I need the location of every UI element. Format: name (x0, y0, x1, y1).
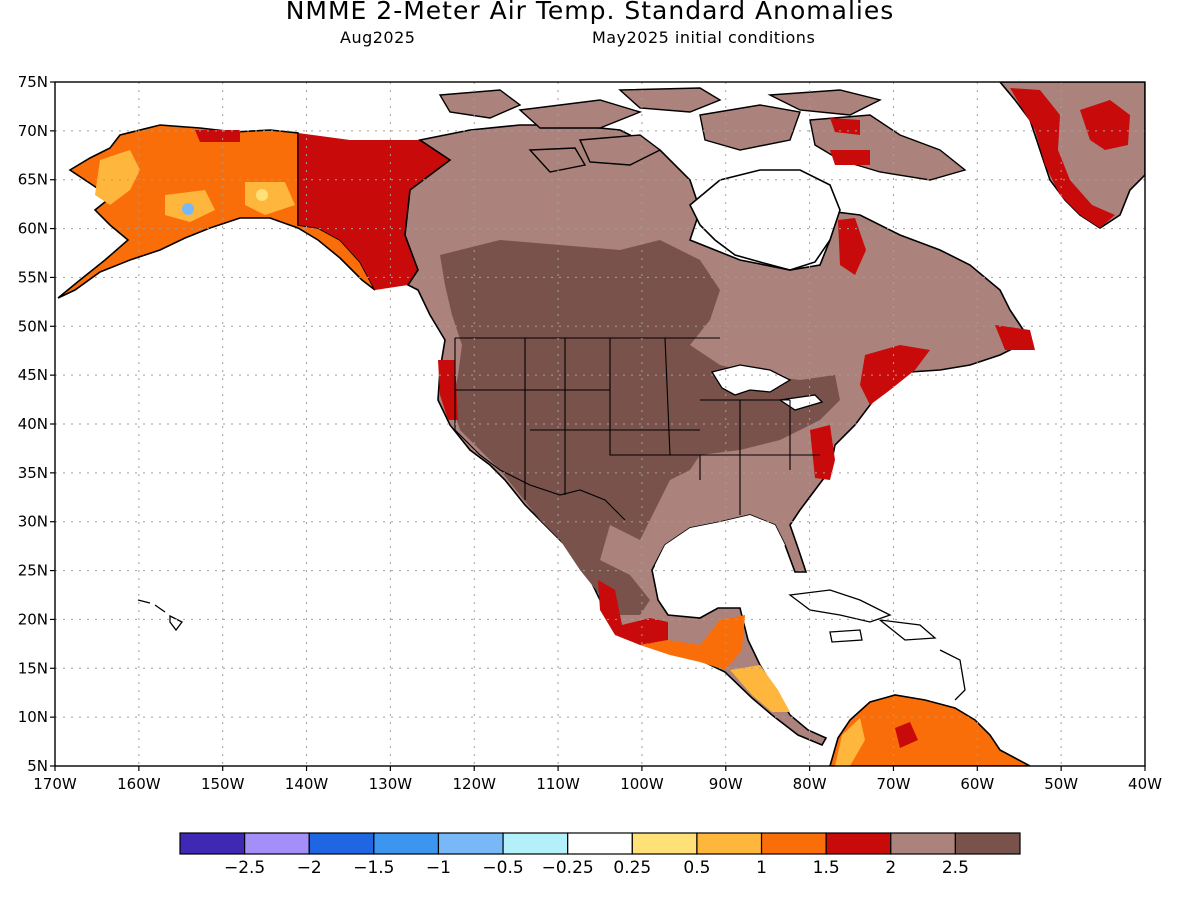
arctic-red-patch (830, 118, 860, 135)
latitude-label: 35N (18, 464, 48, 482)
colorbar-label: 0.25 (613, 858, 651, 878)
gulf-of-mexico (655, 515, 785, 612)
dark-anomaly-core (440, 240, 840, 615)
colorbar-label: 0.5 (683, 858, 710, 878)
latitude-label: 40N (18, 415, 48, 433)
latitude-label: 45N (18, 366, 48, 384)
latitude-label: 30N (18, 513, 48, 531)
greenland-red-region (1010, 88, 1115, 228)
chart-title: NMME 2-Meter Air Temp. Standard Anomalie… (285, 0, 895, 25)
longitude-label: 100W (620, 775, 664, 793)
alaska-yellow-patch (95, 150, 140, 205)
longitude-label: 80W (793, 775, 827, 793)
colorbar-label: −0.25 (542, 858, 594, 878)
latitude-label: 75N (18, 73, 48, 91)
baffin-red-patch (830, 150, 870, 165)
longitude-label: 40W (1128, 775, 1162, 793)
colorbar-swatch (760, 832, 827, 855)
map-area (55, 82, 1145, 766)
colorbar: −2.5 −2 −1.5 −1 −0.5 −0.25 0.25 0.5 1 1.5 2 2.5 (179, 832, 1021, 878)
longitude-label: 140W (285, 775, 329, 793)
colorbar-label: 1 (756, 858, 767, 878)
westcoast-red-strip (438, 360, 458, 420)
longitude-axis: 170W 160W 150W 140W 130W 120W 110W 100W 90W 80W 70… (33, 766, 1162, 793)
gridlines (55, 82, 1145, 766)
colorbar-swatch (696, 832, 763, 855)
longitude-label: 90W (709, 775, 743, 793)
centralamerica-yellow-patch (730, 665, 790, 712)
latitude-label: 60N (18, 220, 48, 238)
longitude-label: 150W (201, 775, 245, 793)
eastcoast-red-strip (810, 425, 835, 480)
political-borders (297, 133, 820, 521)
south-america-landmass (829, 694, 1031, 766)
latitude-label: 65N (18, 171, 48, 189)
longitude-label: 130W (369, 775, 413, 793)
hawaii-islands (137, 599, 183, 632)
longitude-label: 60W (960, 775, 994, 793)
hudson-bay (689, 169, 841, 271)
southamerica-red-patch (895, 722, 918, 748)
colorbar-label: −2.5 (224, 858, 265, 878)
colorbar-swatch (244, 832, 310, 855)
alaska-yellow-patch (245, 182, 295, 215)
latitude-label: 20N (18, 610, 48, 628)
colorbar-label: −1.5 (353, 858, 394, 878)
mexico-orange-patch (640, 615, 745, 670)
longitude-label: 160W (117, 775, 161, 793)
latitude-label: 70N (18, 122, 48, 140)
colorbar-swatch (890, 832, 956, 855)
latitude-label: 25N (18, 562, 48, 580)
latitude-label: 50N (18, 317, 48, 335)
colorbar-label: −0.5 (482, 858, 523, 878)
caribbean-islands (788, 589, 966, 701)
colorbar-swatch (567, 832, 633, 855)
labrador-red-patch (838, 218, 866, 275)
colorbar-label: 2.5 (942, 858, 969, 878)
colorbar-swatch (502, 832, 569, 855)
longitude-label: 70W (877, 775, 911, 793)
southamerica-yellow-patch (835, 718, 865, 766)
target-month: Aug2025 (340, 28, 416, 47)
latitude-label: 10N (18, 708, 48, 726)
initial-conditions: May2025 initial conditions (592, 28, 816, 47)
maritimes-red-patch (995, 325, 1035, 350)
colorbar-swatch (954, 832, 1021, 855)
alaska-mild-spot (256, 189, 268, 201)
alaska-red-patch (195, 130, 240, 142)
longitude-label: 110W (536, 775, 580, 793)
greenland-red-blob (1080, 100, 1130, 150)
latitude-label: 5N (27, 757, 48, 775)
colorbar-label: −1 (426, 858, 451, 878)
alaska-cool-spot (182, 203, 194, 215)
colorbar-swatch (631, 832, 698, 855)
colorbar-swatch (179, 832, 246, 855)
latitude-axis: 75N 70N 65N 60N 55N 50N 45N 40N 35N 30N 25N 20N 15N 1… (18, 73, 55, 775)
colorbar-swatch (373, 832, 440, 855)
latitude-label: 55N (18, 268, 48, 286)
colorbar-label: 2 (885, 858, 896, 878)
mexico-red-patch (598, 580, 668, 645)
longitude-label: 170W (33, 775, 77, 793)
colorbar-label: 1.5 (813, 858, 840, 878)
longitude-label: 50W (1044, 775, 1078, 793)
colorbar-swatch (308, 832, 375, 855)
colorbar-label: −2 (297, 858, 322, 878)
colorbar-swatch (437, 832, 504, 855)
yukon-red-region (298, 133, 450, 290)
latitude-label: 15N (18, 659, 48, 677)
longitude-label: 120W (452, 775, 496, 793)
colorbar-swatch (825, 832, 892, 855)
